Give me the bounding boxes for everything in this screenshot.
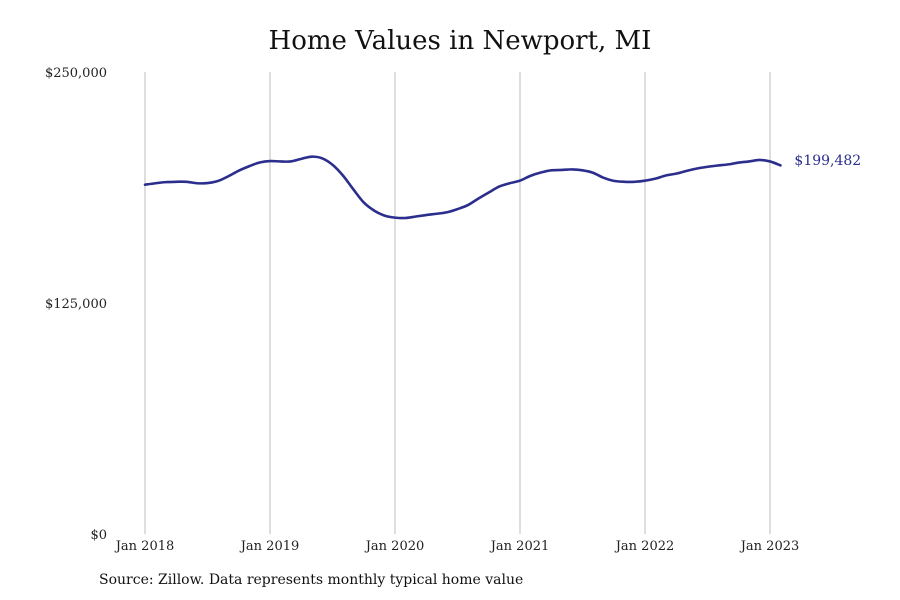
x-tick-label: Jan 2022: [614, 539, 675, 554]
data-point-2022-01: [644, 179, 646, 181]
y-tick-label: $125,000: [45, 297, 107, 312]
data-point-2023-01: [769, 160, 771, 162]
x-tick-label: Jan 2018: [114, 539, 175, 554]
gridlines: [144, 72, 771, 534]
data-point-2022-09: [727, 163, 729, 165]
data-point-2019-03: [290, 160, 292, 162]
data-point-2022-11: [748, 160, 750, 162]
data-point-2019-02: [279, 160, 281, 162]
data-point-2021-06: [571, 168, 573, 170]
data-point-2021-07: [581, 169, 583, 171]
data-point-2020-05: [435, 213, 437, 215]
data-point-2018-02: [154, 182, 156, 184]
data-point-2019-05: [310, 155, 312, 157]
data-point-2018-07: [206, 182, 208, 184]
data-point-2018-03: [165, 181, 167, 183]
data-point-2022-03: [665, 174, 667, 176]
data-point-2020-04: [425, 214, 427, 216]
data-point-2019-09: [352, 188, 354, 190]
data-point-2022-02: [654, 177, 656, 179]
data-point-2021-03: [540, 171, 542, 173]
data-point-2021-05: [560, 169, 562, 171]
data-point-2021-01: [519, 179, 521, 181]
data-point-2019-11: [373, 209, 375, 211]
data-point-2022-05: [685, 170, 687, 172]
data-point-2018-11: [248, 165, 250, 167]
data-point-2022-08: [717, 164, 719, 166]
series-line: [143, 155, 782, 220]
series-end-label: $199,482: [794, 153, 861, 169]
data-point-2020-03: [415, 215, 417, 217]
series-layer: $199,482: [143, 153, 861, 220]
data-point-2018-12: [258, 161, 260, 163]
y-axis: $0 $125,000 $250,000: [45, 66, 107, 543]
data-point-2021-11: [623, 181, 625, 183]
data-point-2022-10: [738, 161, 740, 163]
data-point-2021-09: [602, 177, 604, 179]
chart-title: Home Values in Newport, MI: [268, 26, 652, 56]
y-tick-label: $250,000: [45, 66, 107, 81]
data-point-2020-07: [456, 208, 458, 210]
data-point-2020-12: [508, 182, 510, 184]
x-axis: Jan 2018 Jan 2019 Jan 2020 Jan 2021 Jan 2022…: [114, 539, 800, 554]
data-point-2020-09: [477, 197, 479, 199]
data-point-2022-12: [758, 159, 760, 161]
data-point-2018-08: [217, 180, 219, 182]
x-tick-label: Jan 2019: [239, 539, 300, 554]
data-point-2020-01: [394, 216, 396, 218]
data-point-2022-06: [696, 167, 698, 169]
data-point-2019-06: [321, 157, 323, 159]
data-point-2021-04: [550, 169, 552, 171]
data-point-2021-02: [529, 175, 531, 177]
data-point-2018-06: [196, 182, 198, 184]
data-point-2021-08: [592, 172, 594, 174]
data-point-2019-10: [363, 201, 365, 203]
data-point-2023-02: [779, 164, 781, 166]
data-point-2020-11: [498, 185, 500, 187]
y-tick-label: $0: [90, 528, 107, 543]
data-point-2021-10: [613, 180, 615, 182]
data-point-2021-12: [633, 181, 635, 183]
data-point-2019-08: [342, 174, 344, 176]
data-point-2018-09: [227, 175, 229, 177]
data-point-2019-12: [383, 214, 385, 216]
data-point-2020-06: [446, 211, 448, 213]
data-point-2019-04: [300, 158, 302, 160]
data-point-2019-01: [269, 160, 271, 162]
data-point-2018-01: [144, 184, 146, 186]
data-point-2019-07: [331, 164, 333, 166]
data-point-2020-02: [404, 217, 406, 219]
data-point-2020-08: [467, 204, 469, 206]
data-point-2022-04: [675, 172, 677, 174]
data-point-2018-04: [175, 181, 177, 183]
data-point-2018-05: [185, 181, 187, 183]
x-tick-label: Jan 2021: [489, 539, 550, 554]
data-point-2020-10: [488, 191, 490, 193]
x-tick-label: Jan 2023: [739, 539, 800, 554]
x-tick-label: Jan 2020: [364, 539, 425, 554]
data-point-2018-10: [238, 169, 240, 171]
source-note: Source: Zillow. Data represents monthly …: [99, 572, 524, 588]
data-point-2022-07: [706, 166, 708, 168]
